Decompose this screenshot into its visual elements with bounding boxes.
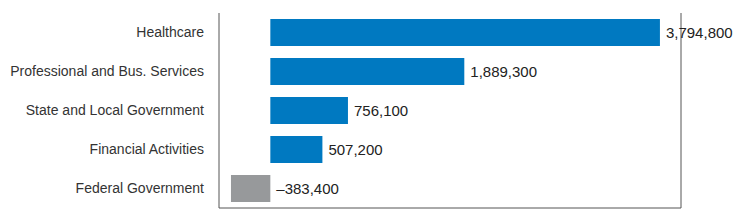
svg-text:Financial Activities: Financial Activities: [90, 141, 204, 157]
svg-text:–383,400: –383,400: [276, 180, 339, 197]
svg-text:756,100: 756,100: [354, 102, 408, 119]
svg-text:Federal Government: Federal Government: [76, 180, 205, 196]
svg-text:Professional and Bus. Services: Professional and Bus. Services: [10, 63, 204, 79]
svg-text:Healthcare: Healthcare: [136, 24, 204, 40]
svg-text:3,794,800: 3,794,800: [666, 24, 733, 41]
svg-text:State and Local Government: State and Local Government: [26, 102, 204, 118]
svg-text:1,889,300: 1,889,300: [470, 63, 537, 80]
svg-text:507,200: 507,200: [328, 141, 382, 158]
